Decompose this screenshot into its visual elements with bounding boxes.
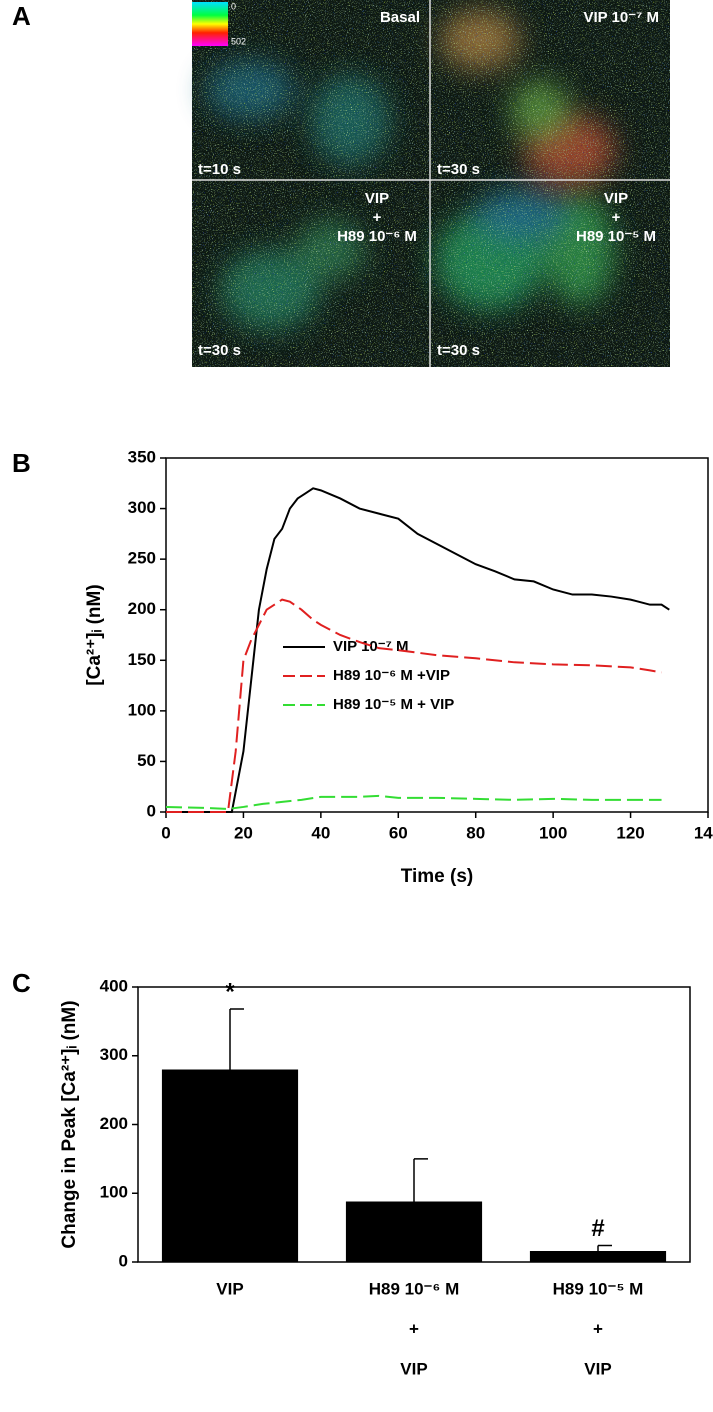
bar (161, 1069, 299, 1262)
legend-label: H89 10⁻⁵ M + VIP (333, 696, 454, 713)
y-axis-title: Change in Peak [Ca²⁺]ᵢ (nM) (59, 1000, 80, 1248)
y-tick-label: 200 (128, 599, 156, 618)
x-tick-label: + (593, 1319, 603, 1338)
y-tick-label: 250 (128, 549, 156, 568)
x-tick-label: VIP (216, 1279, 243, 1298)
y-tick-label: 100 (128, 700, 156, 719)
y-tick-label: 150 (128, 650, 156, 669)
data-line (166, 598, 662, 813)
x-axis-title: Time (s) (401, 866, 474, 887)
data-line (166, 487, 670, 813)
plot-frame (165, 457, 709, 813)
image-label: + (612, 209, 621, 226)
bar (345, 1201, 483, 1262)
bar (529, 1251, 667, 1262)
data-line (165, 794, 662, 810)
y-tick-label: 0 (147, 801, 156, 820)
panel-label: A (12, 1, 31, 31)
x-tick-label: 140 (694, 823, 713, 842)
x-tick-label: 100 (539, 823, 567, 842)
significance-mark: # (591, 1215, 604, 1242)
image-time: t=30 s (198, 342, 241, 359)
image-label: H89 10⁻⁶ M (337, 228, 417, 245)
x-tick-label: 80 (466, 823, 485, 842)
image-time: t=30 s (437, 342, 480, 359)
y-tick-label: 50 (137, 751, 156, 770)
colorbar-label: 502 (231, 36, 246, 46)
image-label: Basal (380, 9, 420, 26)
y-tick-label: 400 (100, 976, 128, 995)
image-time: t=30 s (437, 161, 480, 178)
x-tick-label: + (409, 1319, 419, 1338)
x-tick-label: 120 (616, 823, 644, 842)
y-axis-title: [Ca²⁺]ᵢ (nM) (84, 584, 105, 685)
x-tick-label: 40 (311, 823, 330, 842)
x-tick-label: H89 10⁻⁵ M (553, 1279, 644, 1298)
panel-label: B (12, 448, 31, 478)
x-tick-label: H89 10⁻⁶ M (369, 1279, 460, 1298)
colorbar (192, 2, 228, 46)
image-label: VIP (604, 190, 628, 207)
panel-label: C (12, 968, 31, 998)
image-label: VIP (365, 190, 389, 207)
micrographs (192, 0, 670, 367)
x-tick-label: 0 (161, 823, 170, 842)
y-tick-label: 300 (100, 1045, 128, 1064)
image-noise (192, 0, 670, 367)
image-time: t=10 s (198, 161, 241, 178)
image-label: H89 10⁻⁵ M (576, 228, 656, 245)
y-tick-label: 200 (100, 1114, 128, 1133)
y-tick-label: 100 (100, 1183, 128, 1202)
y-tick-label: 0 (119, 1251, 128, 1270)
colorbar-label: 0 (231, 1, 236, 11)
x-tick-label: VIP (400, 1359, 427, 1378)
legend-label: H89 10⁻⁶ M +VIP (333, 667, 450, 684)
x-tick-label: 20 (234, 823, 253, 842)
x-tick-label: 60 (389, 823, 408, 842)
image-label: + (373, 209, 382, 226)
y-tick-label: 350 (128, 447, 156, 466)
image-label: VIP 10⁻⁷ M (583, 9, 659, 26)
y-tick-label: 300 (128, 498, 156, 517)
significance-mark: * (225, 978, 235, 1005)
x-tick-label: VIP (584, 1359, 611, 1378)
